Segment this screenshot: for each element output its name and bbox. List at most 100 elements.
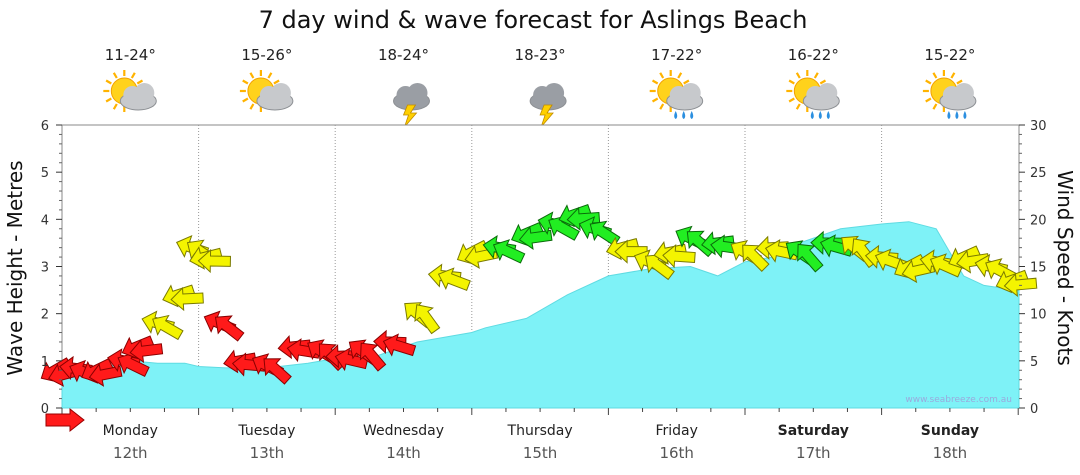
day-name: Thursday [507,423,573,439]
lightning-bolt [539,104,554,128]
wind-arrow [382,333,417,357]
sun-ray [651,97,659,103]
sun-ray [925,79,932,85]
wind-arrow [956,249,990,274]
wave-height-area [61,221,1020,409]
cloud-puff [407,83,428,103]
wind-arrow-shape [589,220,621,247]
rain-drop [826,111,830,119]
wind-arrow [492,239,526,264]
wind-arrow [129,339,164,364]
sun-ray [273,79,280,85]
cloud-puff [134,83,155,103]
day-date: 17th [796,444,830,462]
wind-arrow [263,358,292,385]
sun-ray [112,72,118,79]
sun-ray [788,79,795,85]
day-date: 12th [113,444,147,462]
y2-tick-label: 0 [1030,402,1038,417]
wind-arrow-shape [492,239,526,264]
y2-axis-title: Wind Speed - Knots [1053,170,1077,366]
sun-rain-icon [786,70,840,119]
y-axis-title: Wave Height - Metres [3,160,27,375]
cloud-puff [817,83,838,103]
sun-ray [813,72,819,79]
wind-arrow [197,248,231,274]
wind-arrow [797,243,824,273]
wind-arrow-shape [152,314,184,341]
y2-tick-label: 30 [1030,119,1047,134]
sun-ray [950,72,956,79]
day-labels: Monday 12th Tuesday 13th Wednesday 14th Thursd… [103,423,979,462]
sun-ray [819,79,827,85]
day-date: 16th [659,444,693,462]
wind-arrow-shape [129,339,164,364]
wind-arrow [359,342,387,372]
sun-ray [659,103,665,110]
rain-drop [674,111,678,119]
day-date: 13th [250,444,284,462]
sun-rain-icon [922,70,977,119]
rain-drop [955,111,959,119]
y2-tick-label: 20 [1030,213,1047,228]
sun-ray [105,97,112,103]
y-tick-label: 0 [41,402,49,417]
rain-drop [947,111,951,119]
wind-arrow-shape [197,248,231,274]
y-tick-label: 2 [41,308,49,323]
sun-ray [788,97,795,103]
wind-arrow [589,220,621,247]
y2-tick-label: 10 [1030,308,1047,323]
y2-tick-label: 15 [1030,261,1047,276]
day-temp-range: 18-24° [378,46,429,64]
wind-arrow [414,304,441,335]
wind-arrow [662,244,696,269]
day-date: 15th [523,444,557,462]
sun-ray [267,72,273,79]
wind-arrow-shape [170,286,204,312]
sun-ray [136,79,144,85]
day-temp-range: 17-22° [651,46,702,64]
day-weather-row: 11-24° 15-26° 18-24° 18-23° 17-22° 16-22° 15-2… [103,46,977,128]
storm-icon [393,83,430,128]
sun-cloud-icon [239,70,294,112]
cloud-puff [544,83,565,103]
axes: 0 1 2 3 4 5 6 0 5 10 15 20 25 30 [41,119,1047,417]
sun-ray [105,79,112,85]
y-tick-label: 5 [41,166,49,181]
day-temp-range: 15-22° [924,46,975,64]
day-date: 18th [933,444,967,462]
sun-ray [956,79,963,85]
sun-ray [925,97,932,103]
sun-ray [112,103,118,110]
legend-arrow [45,407,85,433]
sun-rain-icon [649,70,704,119]
wind-arrow-shape [797,243,824,273]
sun-ray [795,72,801,79]
wind-arrow-shape [437,267,471,291]
chart-title: 7 day wind & wave forecast for Aslings B… [259,6,808,34]
day-date: 14th [386,444,420,462]
sun-cloud-icon [103,70,157,112]
y-tick-label: 6 [41,119,49,134]
sun-ray [242,97,249,103]
day-temp-range: 16-22° [788,46,839,64]
day-name: Friday [655,423,697,439]
lightning-bolt [402,104,418,128]
y2-tick-label: 5 [1030,355,1038,370]
rain-drop [963,111,967,119]
wind-arrow [214,315,245,342]
sun-ray [677,72,683,79]
wind-arrow-shape [956,249,990,274]
wind-arrow [437,267,471,291]
wind-arrow-shape [548,215,580,241]
wind-arrow-shape [117,352,150,377]
sun-ray [130,72,136,79]
cloud-puff [953,83,974,103]
wind-arrow [170,286,204,312]
y2-tick-label: 25 [1030,166,1047,181]
day-name: Monday [103,423,158,439]
rain-drop [690,111,694,119]
sun-ray [659,72,665,79]
watermark: www.seabreeze.com.au [905,395,1012,405]
